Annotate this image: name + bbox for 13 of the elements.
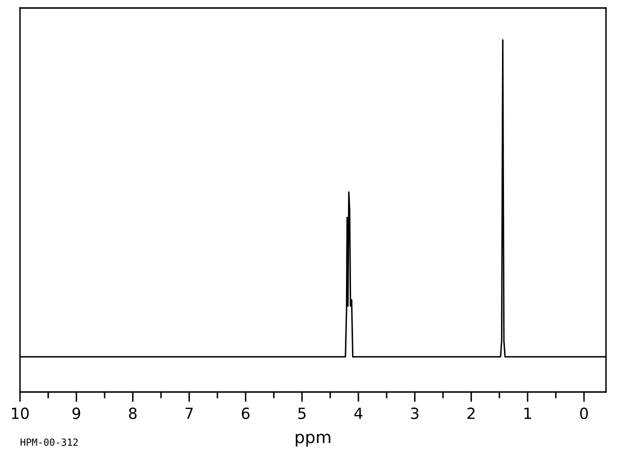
- text: HPM-00-312: [20, 438, 78, 446]
- x-tick-label: 5: [298, 408, 306, 420]
- x-tick-label: 1: [524, 408, 532, 419]
- x-tick-label: 6: [242, 408, 250, 420]
- x-tick-label: 4: [354, 408, 362, 419]
- x-tick-label: 2: [467, 408, 475, 419]
- x-tick-label: 9: [72, 408, 80, 420]
- x-tick-label: 8: [128, 408, 137, 420]
- x-tick-label: 3: [411, 408, 418, 420]
- x-tick-label: 10: [12, 408, 29, 420]
- x-tick-label: 7: [186, 408, 193, 419]
- x-axis-title: ppm: [296, 434, 330, 447]
- x-tick-label: 0: [580, 408, 588, 420]
